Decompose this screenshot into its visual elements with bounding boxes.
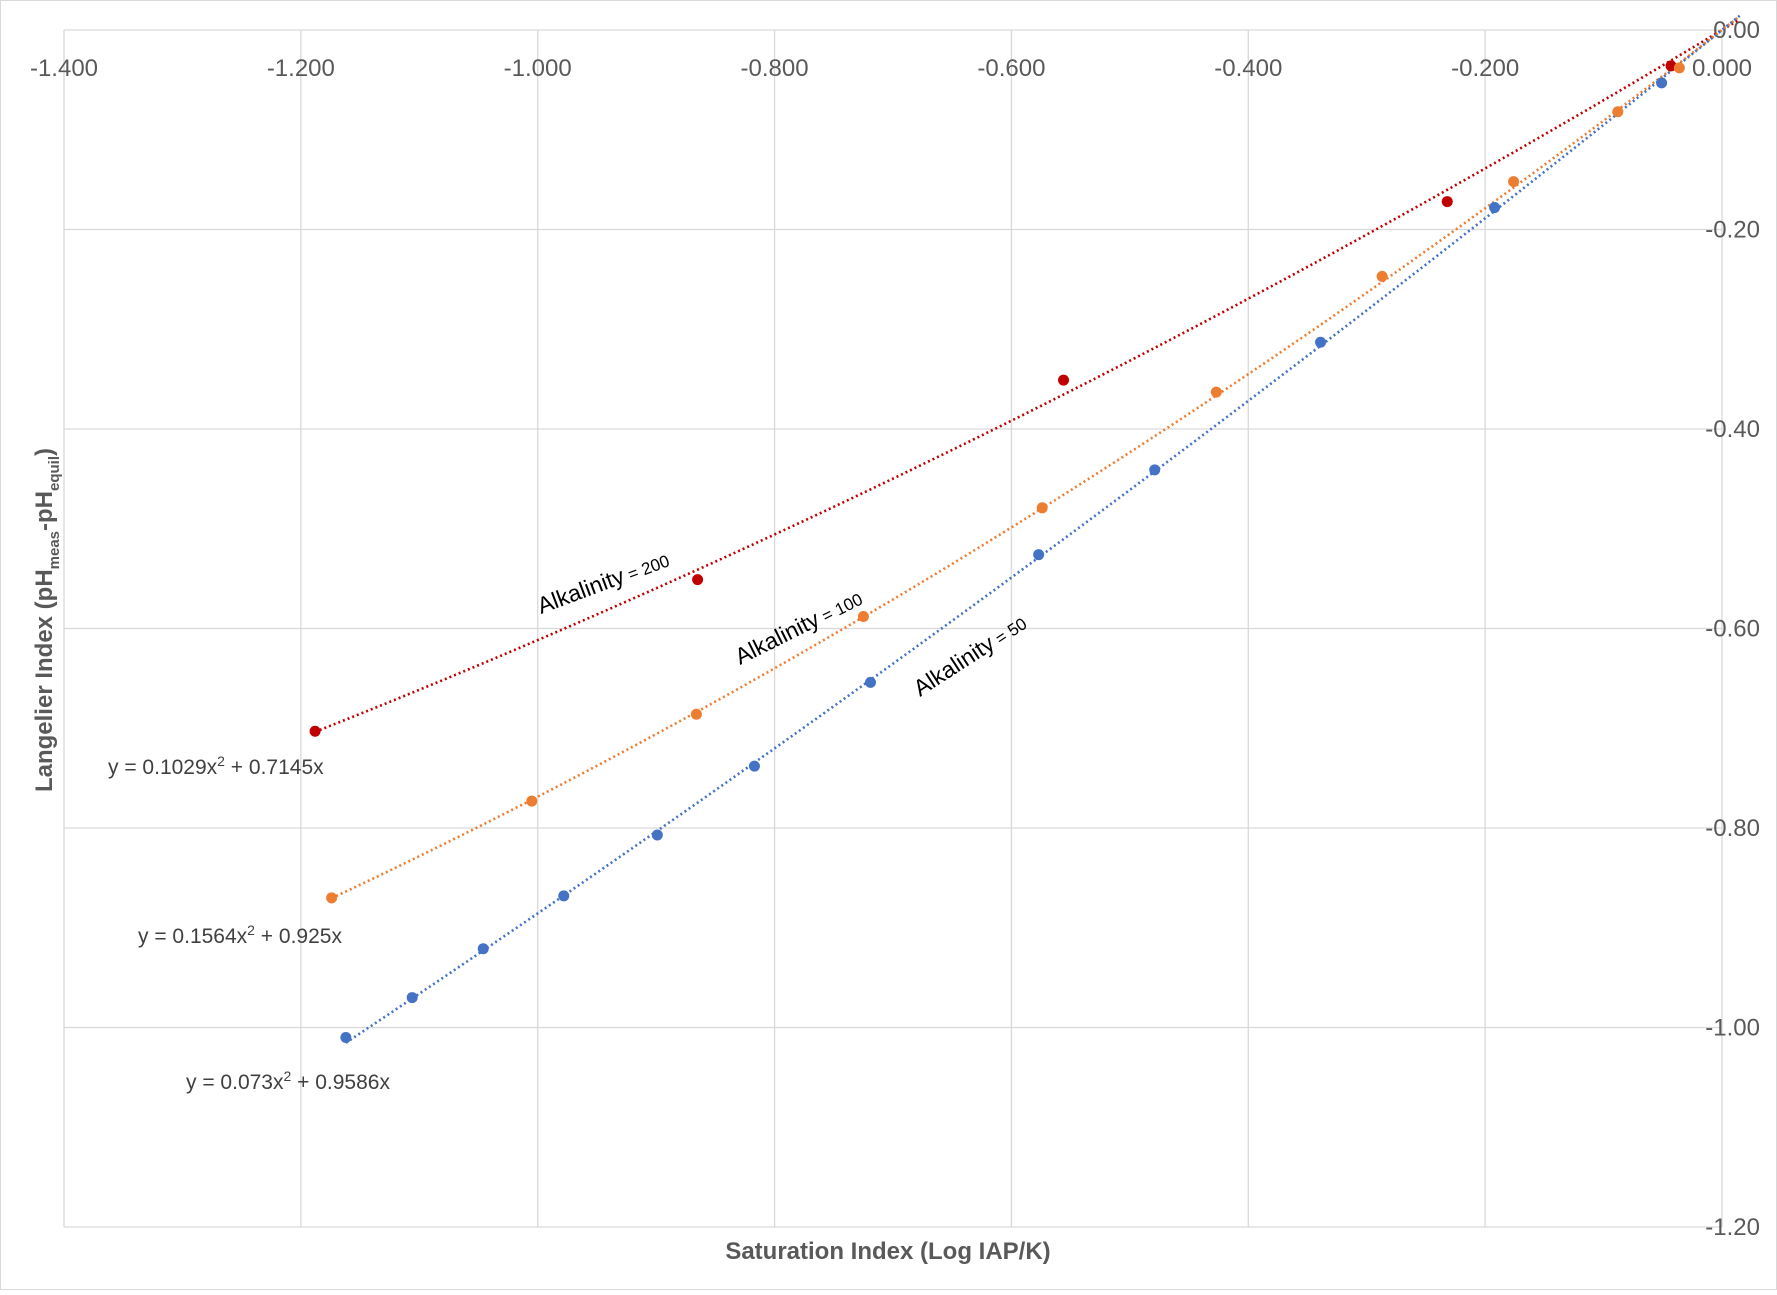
data-point-alk50: [1149, 464, 1161, 476]
trendline-equation-alk200: y = 0.1029x2 + 0.7145x: [108, 753, 324, 779]
y-tick-label: -1.20: [1705, 1214, 1760, 1241]
data-point-alk200: [692, 574, 704, 586]
x-tick-label: -0.600: [977, 55, 1045, 82]
data-point-alk200: [1441, 196, 1453, 208]
x-axis-title: Saturation Index (Log IAP/K): [725, 1238, 1050, 1265]
data-point-alk50: [406, 992, 418, 1004]
y-axis-title: Langelier Index (pHmeas-pHequil): [31, 448, 63, 792]
data-point-alk100: [1210, 386, 1222, 398]
tick-labels: -1.400 -1.200 -1.000 -0.800 -0.600 -0.400 -0.2…: [30, 17, 1760, 1241]
data-point-alk50: [1656, 77, 1668, 89]
data-points: [309, 60, 1685, 1043]
data-point-alk100: [1673, 62, 1685, 74]
y-tick-label: -1.00: [1705, 1015, 1760, 1042]
data-point-alk50: [1315, 336, 1327, 348]
x-tick-label: -0.200: [1451, 55, 1519, 82]
data-point-alk50: [340, 1031, 352, 1043]
trendline-equation-alk50: y = 0.073x2 + 0.9586x: [186, 1068, 390, 1094]
trendline-alk200: [314, 18, 1741, 734]
x-tick-label: 0.000: [1692, 55, 1752, 82]
x-tick-label: -1.200: [267, 55, 335, 82]
data-point-alk200: [1058, 374, 1070, 386]
data-point-alk100: [857, 611, 869, 623]
data-point-alk100: [1376, 270, 1388, 282]
trendline-equation-alk100: y = 0.1564x2 + 0.925x: [138, 922, 342, 948]
y-tick-label: -0.60: [1705, 616, 1760, 643]
data-point-alk50: [477, 943, 489, 955]
data-point-alk100: [690, 708, 702, 720]
data-point-alk50: [651, 829, 663, 841]
gridlines: [63, 29, 1723, 1228]
data-point-alk200: [1665, 60, 1677, 72]
data-point-alk50: [864, 676, 876, 688]
x-tick-label: -1.400: [30, 55, 98, 82]
data-point-alk100: [1508, 176, 1520, 188]
data-point-alk100: [326, 892, 338, 904]
x-tick-label: -1.000: [504, 55, 572, 82]
trendline-alk100: [331, 15, 1741, 900]
data-point-alk200: [309, 725, 321, 737]
x-tick-label: -0.400: [1214, 55, 1282, 82]
data-point-alk50: [1489, 202, 1501, 214]
y-tick-label: -0.20: [1705, 217, 1760, 244]
data-point-alk100: [526, 795, 538, 807]
data-point-alk50: [748, 760, 760, 772]
x-tick-label: -0.800: [741, 55, 809, 82]
data-point-alk50: [558, 890, 570, 902]
data-point-alk100: [1612, 106, 1624, 118]
data-point-alk50: [1033, 549, 1045, 561]
y-tick-label: -0.40: [1705, 416, 1760, 443]
y-tick-label: -0.80: [1705, 815, 1760, 842]
data-point-alk100: [1036, 502, 1048, 514]
